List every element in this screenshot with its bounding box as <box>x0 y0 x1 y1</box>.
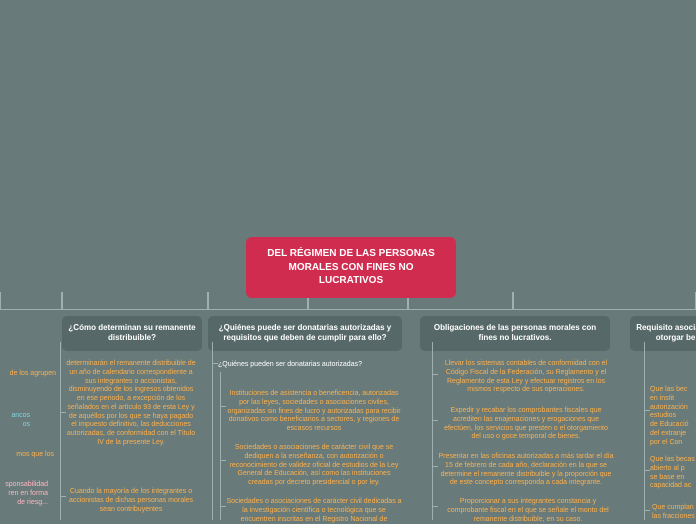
spine-b2 <box>212 342 213 520</box>
leaf-b1-1: Cuando la mayoría de los integrantes o a… <box>66 488 196 514</box>
tick <box>432 420 438 421</box>
spine-b3 <box>432 342 433 520</box>
branch-obligaciones[interactable]: Obligaciones de las personas morales con… <box>420 316 610 351</box>
leaf-b3-2: Presentar en las oficinas autorizadas a … <box>438 453 614 488</box>
leaf-frag-1: ancosos <box>0 412 30 430</box>
leaf-b3-3: Proporcionar a sus integrantes constanci… <box>444 498 612 524</box>
mindmap-canvas: DEL RÉGIMEN DE LAS PERSONAS MORALES CON … <box>0 0 696 520</box>
leaf-b2-2: Sociedades o asociaciones de carácter ci… <box>226 498 402 524</box>
leaf-b2-0: Instituciones de asistencia o beneficenc… <box>226 390 402 434</box>
root-title: DEL RÉGIMEN DE LAS PERSONAS MORALES CON … <box>267 248 435 286</box>
branch-obligaciones-label: Obligaciones de las personas morales con… <box>434 323 596 342</box>
spine-b2b <box>220 372 221 520</box>
spine-b4 <box>644 342 645 520</box>
tick <box>432 374 438 375</box>
branch-donatarias[interactable]: ¿Quiénes puede ser donatarias autorizada… <box>208 316 402 351</box>
spine-b1 <box>60 342 61 520</box>
leaf-frag-0: de los agrupen <box>0 370 56 379</box>
leaf-b3-1: Expedir y recabar los comprobantes fisca… <box>440 407 612 442</box>
tick <box>432 506 438 507</box>
branch-remanente[interactable]: ¿Cómo determinan su remanente distribuib… <box>62 316 202 351</box>
leaf-frag-2: mos que los <box>0 451 54 460</box>
leaf-b1-0: determinarán el remanente distribuible d… <box>66 360 196 448</box>
leaf-b4-0: Que las becen institautorizaciónestudios… <box>650 386 696 447</box>
branch-requisitos[interactable]: Requisito asociacion se con otorgar be p… <box>630 316 696 351</box>
leaf-b2-1: Sociedades o asociaciones de carácter ci… <box>226 444 402 488</box>
subq-donatarias: ¿Quiénes pueden ser donatarias autorizad… <box>218 361 362 368</box>
tick <box>644 510 650 511</box>
branch-donatarias-label: ¿Quiénes puede ser donatarias autorizada… <box>219 323 392 342</box>
branch-remanente-label: ¿Cómo determinan su remanente distribuib… <box>68 323 195 342</box>
leaf-b3-0: Llevar los sistemas contables de conform… <box>440 360 612 395</box>
leaf-b4-2: Que cumplanlas fracciones <box>652 504 696 522</box>
leaf-b4-1: Que las becasabierto al pse base encapac… <box>650 456 696 491</box>
root-node[interactable]: DEL RÉGIMEN DE LAS PERSONAS MORALES CON … <box>246 237 456 298</box>
branch-requisitos-label: Requisito asociacion se con otorgar be p… <box>636 323 696 342</box>
leaf-frag-3: sponsabilidadren en formade riesg... <box>0 481 48 507</box>
